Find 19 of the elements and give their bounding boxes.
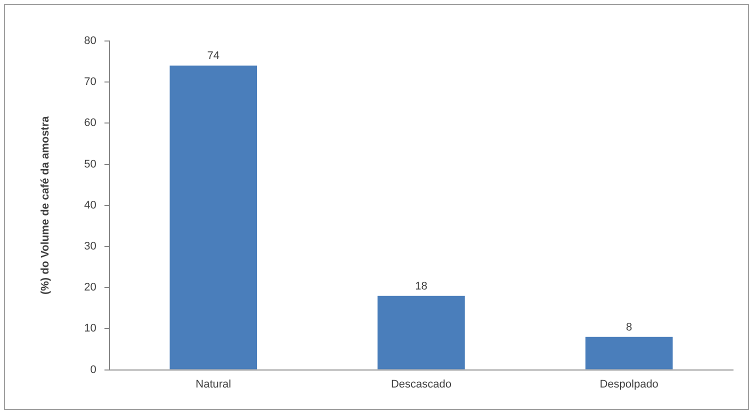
x-tick-label: Natural xyxy=(196,378,232,390)
y-tick-label: 20 xyxy=(84,282,96,294)
x-tick-label: Despolpado xyxy=(600,378,658,390)
data-label: 18 xyxy=(415,280,428,292)
y-tick-label: 70 xyxy=(84,76,96,88)
y-tick-label: 30 xyxy=(84,240,96,253)
y-tick-label: 50 xyxy=(84,158,96,170)
data-label: 8 xyxy=(626,321,632,334)
x-tick-label: Descascado xyxy=(390,378,452,390)
bar xyxy=(378,296,465,370)
y-axis-title: (%) do Volume de café da amostra xyxy=(40,115,52,295)
y-tick-label: 40 xyxy=(84,199,96,212)
y-tick-label: 0 xyxy=(90,364,96,376)
y-tick-label: 80 xyxy=(84,35,96,48)
y-tick-label: 60 xyxy=(84,117,96,130)
bar xyxy=(170,66,258,370)
data-label: 74 xyxy=(207,50,220,62)
y-tick-label: 10 xyxy=(84,322,96,335)
bar xyxy=(585,336,673,370)
